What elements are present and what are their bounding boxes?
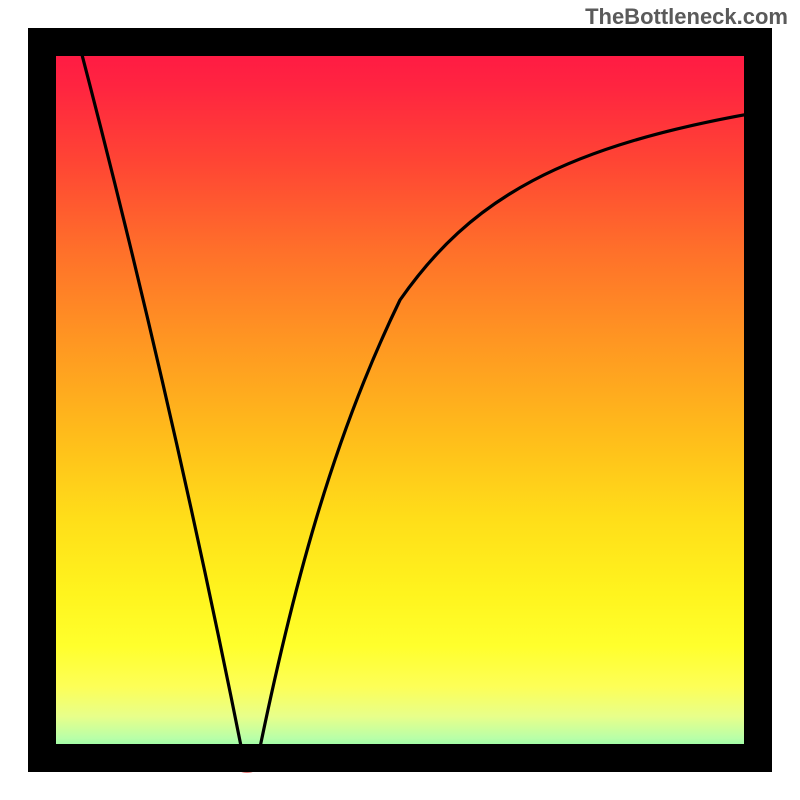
gradient-background [28,28,772,772]
chart-svg [0,0,800,800]
watermark-text: TheBottleneck.com [585,4,788,30]
bottleneck-chart: TheBottleneck.com [0,0,800,800]
